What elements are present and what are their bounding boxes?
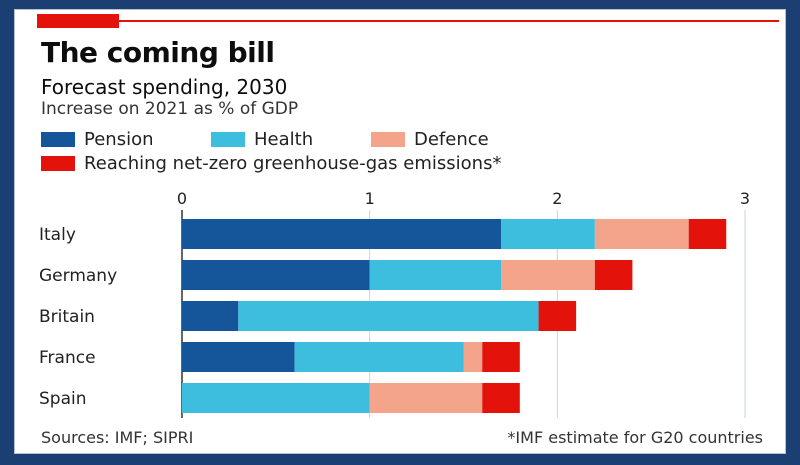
footnote: *IMF estimate for G20 countries <box>507 428 763 447</box>
category-label-italy: Italy <box>39 225 76 245</box>
bar-segment-france-2 <box>463 342 483 372</box>
bar-segment-france-3 <box>482 342 520 372</box>
legend-label-health: Health <box>254 128 314 150</box>
x-axis-ticks: 0 1 2 3 <box>177 189 750 208</box>
x-tick-label: 0 <box>177 189 187 208</box>
bar-segment-britain-0 <box>182 301 239 331</box>
category-label-germany: Germany <box>39 266 117 286</box>
chart-subtitle: Forecast spending, 2030 <box>41 75 288 99</box>
x-tick-label: 1 <box>365 189 375 208</box>
legend-item-defence: Defence <box>371 128 489 150</box>
legend-label-pension: Pension <box>84 128 154 150</box>
legend-label-net-zero: Reaching net-zero greenhouse-gas emissio… <box>84 152 502 174</box>
chart-panel: The coming bill Forecast spending, 2030 … <box>14 9 786 454</box>
chart-title: The coming bill <box>41 36 275 69</box>
bars <box>182 219 727 413</box>
bar-segment-spain-1 <box>182 383 370 413</box>
legend-item-pension: Pension <box>41 128 154 150</box>
legend-swatch-net-zero <box>41 155 75 171</box>
category-labels: Italy Germany Britain France Spain <box>39 225 117 409</box>
bar-segment-france-0 <box>182 342 295 372</box>
legend-swatch-defence <box>371 131 405 147</box>
bar-chart: 0 1 2 3 Italy Germany Britain France Spain <box>39 189 750 418</box>
legend-swatch-pension <box>41 131 75 147</box>
bar-segment-spain-2 <box>369 383 483 413</box>
category-label-spain: Spain <box>39 389 87 409</box>
category-label-britain: Britain <box>39 307 95 327</box>
x-tick-label: 2 <box>552 189 562 208</box>
bar-segment-germany-0 <box>182 260 370 290</box>
chart-unit-note: Increase on 2021 as % of GDP <box>41 99 299 119</box>
bar-segment-britain-1 <box>238 301 539 331</box>
legend-label-defence: Defence <box>414 128 489 150</box>
bar-segment-italy-3 <box>688 219 727 249</box>
bar-segment-italy-1 <box>501 219 595 249</box>
legend-item-health: Health <box>211 128 314 150</box>
category-label-france: France <box>39 348 96 368</box>
x-tick-label: 3 <box>740 189 750 208</box>
bar-segment-britain-3 <box>538 301 577 331</box>
brand-red-rule <box>119 20 779 22</box>
bar-segment-germany-3 <box>594 260 633 290</box>
bar-segment-italy-0 <box>182 219 502 249</box>
legend-item-net-zero: Reaching net-zero greenhouse-gas emissio… <box>41 152 502 174</box>
bar-segment-germany-1 <box>369 260 502 290</box>
bar-segment-germany-2 <box>501 260 595 290</box>
legend-swatch-health <box>211 131 245 147</box>
brand-red-tab <box>37 14 119 28</box>
bar-segment-spain-3 <box>482 383 520 413</box>
source-note: Sources: IMF; SIPRI <box>41 428 194 447</box>
bar-segment-italy-2 <box>594 219 689 249</box>
bar-segment-france-1 <box>294 342 464 372</box>
